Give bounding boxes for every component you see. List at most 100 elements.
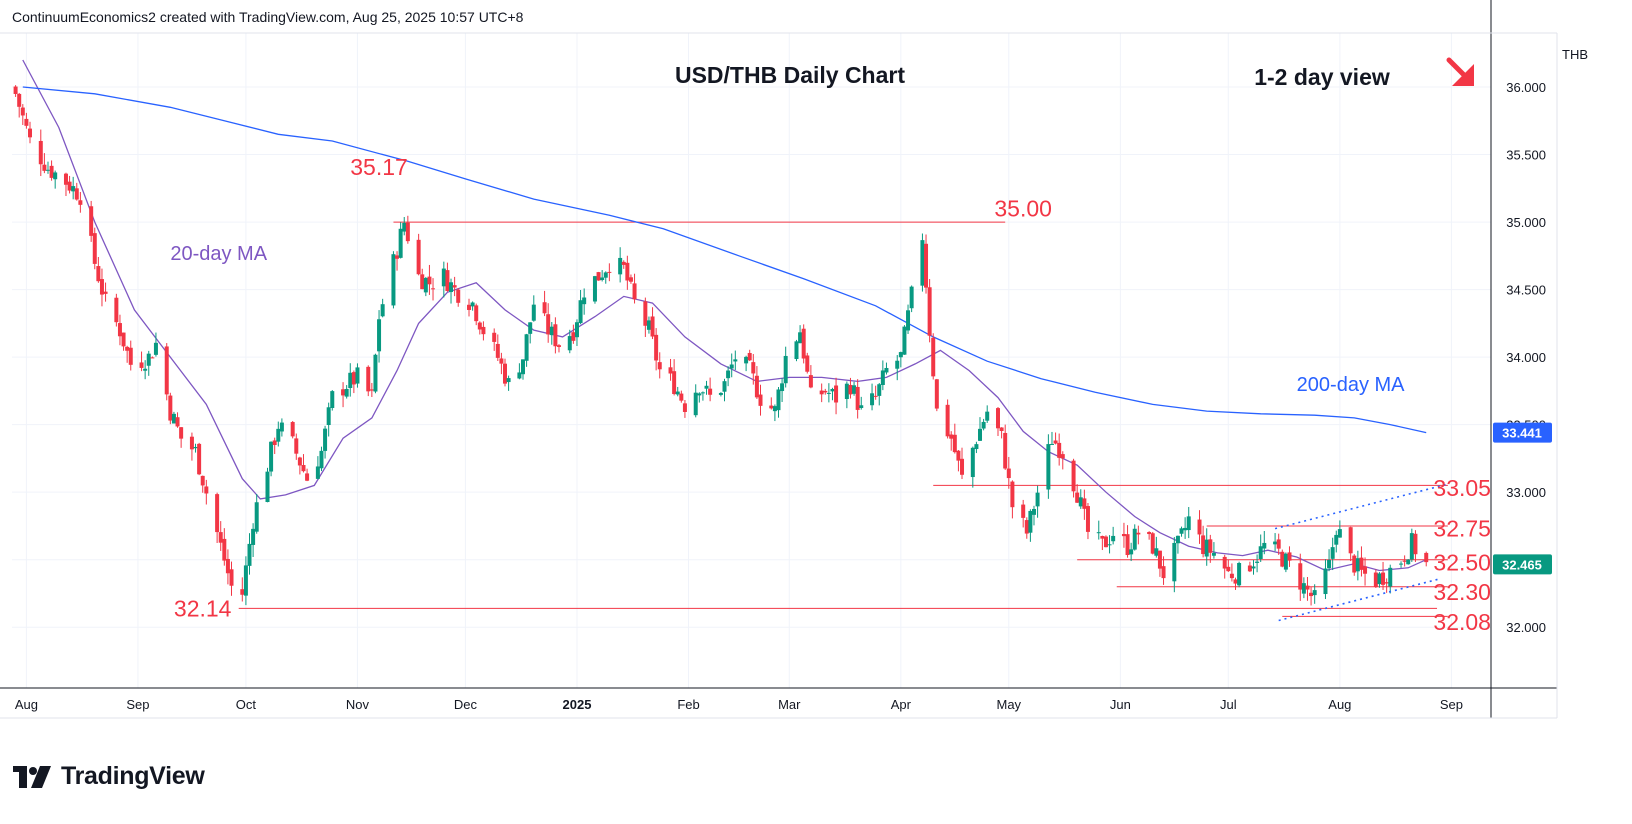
chart-attribution: ContinuumEconomics2 created with Trading…	[12, 9, 524, 25]
candle-up	[600, 277, 605, 281]
candle-down	[297, 457, 302, 466]
x-tick-label: Aug	[15, 697, 38, 712]
candle-down	[960, 458, 965, 475]
candle-down	[1373, 572, 1378, 587]
candle-up	[153, 342, 158, 355]
candle-up	[582, 297, 587, 305]
candle-up	[1035, 492, 1040, 507]
candle-down	[1201, 535, 1206, 555]
level-label: 32.30	[1433, 579, 1491, 605]
trendline	[1274, 483, 1449, 530]
candle-up	[826, 392, 831, 394]
candle-down	[24, 118, 29, 126]
candle-down	[13, 86, 18, 94]
candle-up	[377, 319, 382, 352]
candle-up	[909, 286, 914, 309]
200-day-ma-line	[22, 86, 1427, 434]
candle-down	[999, 427, 1004, 432]
candle-up	[355, 367, 360, 384]
candle-down	[571, 332, 576, 341]
candle-up	[697, 393, 702, 396]
candle-down	[272, 440, 277, 445]
candle-down	[931, 337, 936, 377]
candle-up	[852, 385, 857, 394]
candle-up	[330, 391, 335, 408]
candle-down	[1147, 532, 1152, 535]
view-label: 1-2 day view	[1254, 64, 1390, 90]
candle-down	[1103, 536, 1108, 548]
candle-up	[974, 444, 979, 450]
candle-up	[373, 354, 378, 392]
trendlines	[1274, 483, 1449, 622]
candle-down	[628, 277, 633, 282]
candle-down	[305, 473, 310, 481]
candle-down	[805, 355, 810, 372]
candle-down	[139, 362, 144, 368]
candle-up	[877, 384, 882, 396]
chart-annotations: 20-day MA 200-day MA 35.17 35.00 32.14 33.05 3…	[170, 154, 1491, 635]
y-tick-label: 34.500	[1506, 283, 1546, 298]
candle-up	[423, 278, 428, 293]
candle-up	[1111, 535, 1116, 542]
candle-down	[952, 434, 957, 453]
candle-up	[146, 353, 151, 366]
candle-up	[844, 383, 849, 400]
level-label: 32.08	[1433, 609, 1491, 635]
brand-name: TradingView	[61, 762, 205, 790]
candle-up	[1330, 547, 1335, 559]
candle-down	[596, 272, 601, 281]
candle-up	[798, 332, 803, 344]
candle-up	[704, 385, 709, 389]
candle-down	[67, 181, 72, 191]
candle-up	[1154, 548, 1159, 556]
candle-down	[1222, 556, 1227, 569]
candle-down	[751, 362, 756, 374]
candle-down	[1082, 498, 1087, 509]
candle-down	[164, 346, 169, 395]
candle-down	[1233, 579, 1238, 584]
candle-down	[200, 475, 205, 486]
moving-averages	[22, 59, 1427, 572]
candle-down	[456, 289, 461, 303]
candle-up	[441, 268, 446, 287]
horizontal-levels	[238, 221, 1448, 617]
candle-up	[348, 372, 353, 389]
candle-up	[985, 411, 990, 421]
candle-down	[1363, 566, 1368, 574]
candle-up	[315, 466, 320, 479]
candle-up	[326, 407, 331, 426]
candle-down	[420, 274, 425, 290]
x-tick-label: Oct	[236, 697, 257, 712]
candle-up	[53, 172, 58, 180]
y-tick-label: 34.000	[1506, 350, 1546, 365]
candle-down	[1352, 555, 1357, 573]
candle-up	[902, 326, 907, 355]
price-badge	[1493, 554, 1552, 575]
candle-up	[1334, 534, 1339, 545]
candle-down	[1150, 533, 1155, 554]
x-tick-label: Mar	[778, 697, 801, 712]
candle-down	[1006, 468, 1011, 479]
price-badge-label: 33.441	[1502, 426, 1542, 441]
candle-down	[927, 287, 932, 336]
candle-down	[754, 375, 759, 398]
candle-up	[1172, 542, 1177, 582]
candle-down	[495, 343, 500, 358]
candle-up	[391, 254, 396, 306]
candle-down	[621, 261, 626, 265]
candle-down	[1381, 572, 1386, 585]
candle-up	[603, 272, 608, 278]
tradingview-logo[interactable]: TradingView	[13, 762, 205, 791]
candle-up	[247, 543, 252, 566]
x-tick-label: Apr	[891, 697, 912, 712]
candle-up	[1107, 544, 1112, 546]
candle-up	[830, 388, 835, 392]
candle-up	[319, 450, 324, 469]
candle-down	[240, 589, 245, 595]
candle-down	[204, 486, 209, 494]
candle-down	[427, 276, 432, 285]
candle-down	[643, 301, 648, 326]
candle-up	[1377, 573, 1382, 585]
x-tick-label: Aug	[1328, 697, 1351, 712]
